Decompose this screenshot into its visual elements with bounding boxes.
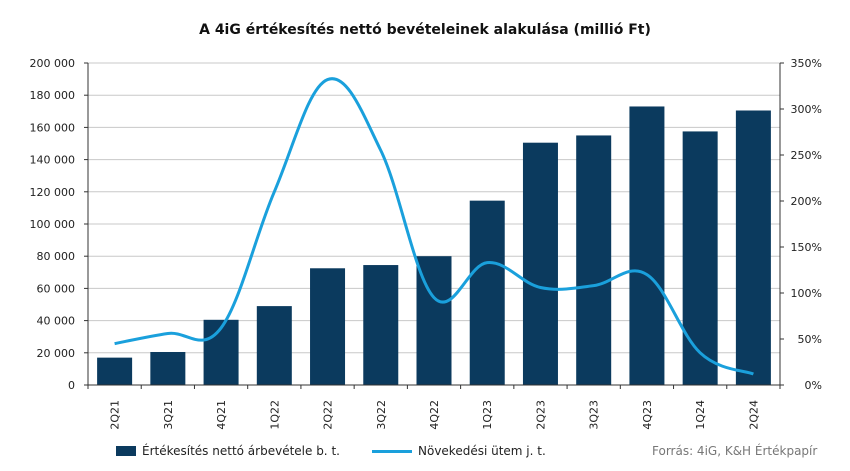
left-tick-label: 140 000 <box>30 154 76 167</box>
x-tick-label: 2Q22 <box>322 400 335 430</box>
x-tick-label: 2Q21 <box>109 400 122 430</box>
right-tick-label: 250% <box>791 149 822 162</box>
right-tick-label: 50% <box>798 333 822 346</box>
x-tick-label: 4Q22 <box>428 400 441 430</box>
right-tick-label: 0% <box>805 379 822 392</box>
left-tick-label: 200 000 <box>30 57 76 70</box>
bar <box>97 357 133 385</box>
x-tick-label: 2Q24 <box>747 400 760 430</box>
bar <box>256 306 292 385</box>
x-tick-label: 1Q24 <box>694 400 707 430</box>
x-tick-label: 3Q23 <box>588 400 601 430</box>
x-tick-label: 1Q22 <box>268 400 281 430</box>
line-series <box>114 77 754 376</box>
legend-line-label: Növekedési ütem j. t. <box>418 444 546 458</box>
bar <box>522 142 558 385</box>
left-tick-label: 40 000 <box>37 315 76 328</box>
bar <box>150 351 186 385</box>
bar <box>682 131 718 385</box>
bar <box>203 319 239 385</box>
right-tick-label: 350% <box>791 57 822 70</box>
source-note: Forrás: 4iG, K&H Értékpapír <box>652 444 818 458</box>
bar <box>576 135 612 385</box>
right-tick-label: 100% <box>791 287 822 300</box>
growth-line <box>114 77 754 376</box>
x-tick-label: 4Q21 <box>215 400 228 430</box>
left-tick-label: 0 <box>68 379 75 392</box>
left-tick-label: 120 000 <box>30 186 76 199</box>
x-tick-label: 4Q23 <box>641 400 654 430</box>
left-tick-label: 180 000 <box>30 89 76 102</box>
bar <box>735 110 771 386</box>
left-tick-label: 160 000 <box>30 121 76 134</box>
bar <box>363 265 399 385</box>
chart-title: A 4iG értékesítés nettó bevételeinek ala… <box>199 22 651 38</box>
bar <box>629 106 665 385</box>
bar-series <box>97 106 771 386</box>
left-tick-label: 20 000 <box>37 347 76 360</box>
x-tick-label: 3Q21 <box>162 400 175 430</box>
axes: 0 20 000 40 000 60 000 80 000 100 000 120 000 1… <box>30 57 823 430</box>
legend-bar-swatch <box>116 446 136 456</box>
legend-item-bars: Értékesítés nettó árbevétele b. t. <box>116 444 340 458</box>
right-tick-label: 300% <box>791 103 822 116</box>
x-tick-label: 2Q23 <box>534 400 547 430</box>
legend-bar-label: Értékesítés nettó árbevétele b. t. <box>142 444 340 458</box>
legend-line-swatch <box>372 449 412 453</box>
x-tick-label: 1Q23 <box>481 400 494 430</box>
right-tick-label: 150% <box>791 241 822 254</box>
right-tick-label: 200% <box>791 195 822 208</box>
left-tick-label: 80 000 <box>37 250 76 263</box>
bar <box>469 200 505 385</box>
bar <box>310 268 346 385</box>
left-tick-label: 60 000 <box>37 282 76 295</box>
legend-item-line: Növekedési ütem j. t. <box>372 444 546 458</box>
x-tick-label: 3Q22 <box>375 400 388 430</box>
left-tick-label: 100 000 <box>30 218 76 231</box>
